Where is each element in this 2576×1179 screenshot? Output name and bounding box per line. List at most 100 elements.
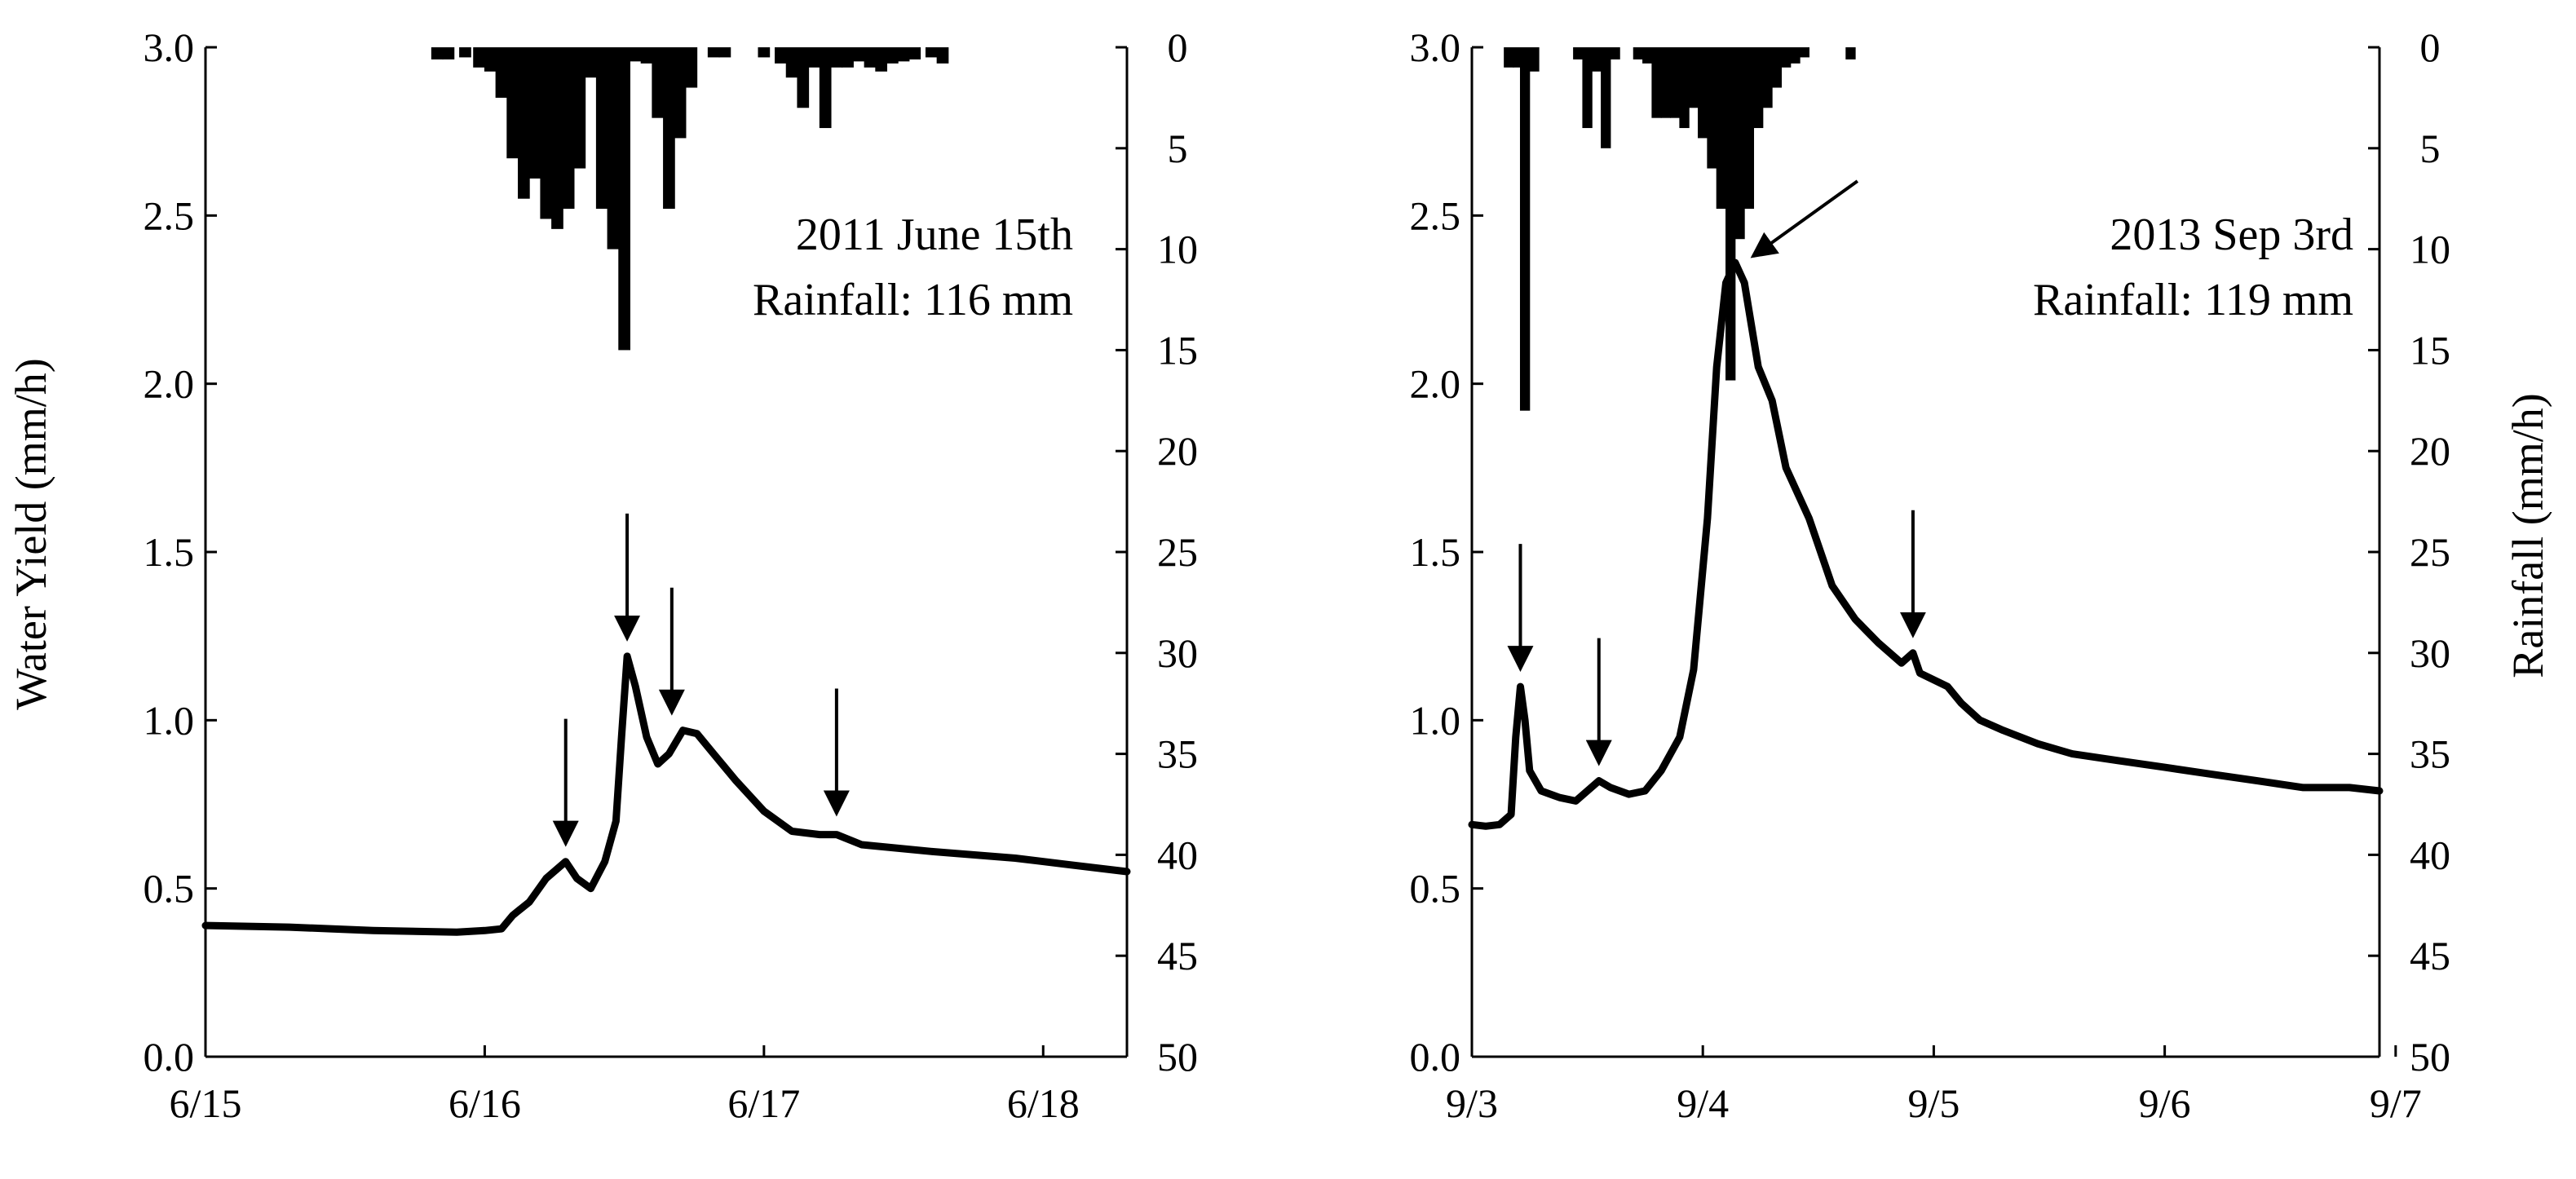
- left-tick-label: 2.0: [1410, 361, 1461, 407]
- rainfall-bar: [1790, 47, 1801, 64]
- right-tick-label: 15: [1157, 327, 1198, 373]
- rainfall-bar: [707, 47, 720, 58]
- rainfall-bar: [506, 47, 519, 159]
- left-tick-label: 0.0: [144, 1034, 195, 1080]
- right-tick-label: 5: [1168, 126, 1188, 171]
- rainfall-bar: [1633, 47, 1644, 60]
- rainfall-bar: [459, 47, 471, 58]
- rainfall-bar: [864, 47, 877, 68]
- rainfall-bar: [1725, 47, 1736, 381]
- left-tick-label: 2.0: [144, 361, 195, 407]
- rainfall-bar: [1707, 47, 1717, 169]
- rainfall-bar: [674, 47, 687, 139]
- right-tick-label: 25: [1157, 529, 1198, 575]
- rainfall-bar: [925, 47, 938, 58]
- rainfall-bar: [1660, 47, 1672, 118]
- x-tick-label: 6/17: [727, 1080, 800, 1126]
- rainfall-bar: [842, 47, 854, 68]
- rainfall-bar: [1688, 47, 1699, 108]
- rainfall-bar: [819, 47, 832, 129]
- rainfall-bar: [1771, 47, 1782, 88]
- event-rainfall-total-label: Rainfall: 116 mm: [753, 275, 1073, 325]
- rainfall-bar: [1610, 47, 1620, 60]
- rainfall-bar: [1743, 47, 1755, 210]
- rainfall-bar: [1845, 47, 1856, 60]
- right-tick-label: 10: [2410, 227, 2450, 272]
- rainfall-bar: [685, 47, 698, 88]
- rainfall-bar: [897, 47, 910, 62]
- rainfall-bar: [1642, 47, 1653, 64]
- rainfall-bar: [1601, 47, 1611, 148]
- right-tick-label: 45: [2410, 933, 2450, 978]
- right-tick-label: 25: [2410, 529, 2450, 575]
- right-tick-label: 10: [1157, 227, 1198, 272]
- left-tick-label: 3.0: [1410, 24, 1461, 70]
- right-tick-label: 50: [1157, 1034, 1198, 1080]
- rainfall-bar: [1573, 47, 1584, 60]
- left-tick-label: 1.0: [144, 697, 195, 743]
- x-tick-label: 6/18: [1007, 1080, 1080, 1126]
- event-date-label: 2011 June 15th: [796, 210, 1073, 260]
- rainfall-bar: [562, 47, 575, 210]
- rainfall-bar: [1582, 47, 1593, 129]
- left-tick-label: 1.5: [144, 529, 195, 575]
- rainfall-bar: [1716, 47, 1727, 210]
- right-tick-label: 40: [1157, 832, 1198, 877]
- x-tick-label: 9/4: [1677, 1080, 1729, 1126]
- right-axis-label: Rainfall (mm/h): [2503, 393, 2552, 678]
- rainfall-bar: [1780, 47, 1792, 68]
- rainfall-bar: [1799, 47, 1809, 58]
- rainfall-bar: [495, 47, 508, 98]
- rainfall-bar: [484, 47, 497, 72]
- left-tick-label: 1.5: [1410, 529, 1461, 575]
- right-tick-label: 20: [2410, 428, 2450, 474]
- rainfall-bar: [1734, 47, 1745, 240]
- rainfall-bar: [886, 47, 899, 64]
- rainfall-bar: [808, 47, 820, 68]
- right-tick-label: 50: [2410, 1034, 2450, 1080]
- chart-panel-june-2011: 0.0 0.5 1.0 1.5 2.0 2.5 3.0 0 5 10 15 20 25 30 35 40 45 5…: [144, 24, 1199, 1126]
- rainfall-bar: [473, 47, 485, 68]
- rainfall-bar: [758, 47, 771, 58]
- rainfall-bar: [1679, 47, 1690, 129]
- rainfall-bar: [573, 47, 586, 169]
- left-axis-label: Water Yield (mm/h): [7, 358, 55, 710]
- right-tick-label: 0: [2420, 24, 2441, 70]
- rainfall-bar: [797, 47, 810, 108]
- rainfall-bar: [618, 47, 630, 351]
- rainfall-bar: [528, 47, 541, 179]
- rainfall-bar: [431, 47, 444, 60]
- left-tick-label: 0.5: [144, 866, 195, 912]
- x-tick-label: 9/5: [1907, 1080, 1960, 1126]
- event-date-label: 2013 Sep 3rd: [2110, 210, 2353, 260]
- rainfall-bar: [551, 47, 563, 229]
- right-tick-label: 30: [2410, 630, 2450, 676]
- rainfall-bar: [908, 47, 921, 60]
- rainfall-bar: [595, 47, 608, 210]
- rainfall-bar: [1504, 47, 1514, 68]
- x-tick-label: 9/3: [1446, 1080, 1498, 1126]
- left-tick-label: 3.0: [144, 24, 195, 70]
- rainfall-bar: [518, 47, 530, 199]
- right-tick-label: 40: [2410, 832, 2450, 877]
- water-yield-line: [201, 652, 1131, 936]
- rainfall-bar: [1519, 47, 1531, 411]
- peak-arrow: [1750, 179, 1859, 258]
- x-tick-label: 6/15: [170, 1080, 242, 1126]
- x-tick-label: 9/7: [2370, 1080, 2422, 1126]
- rainfall-bar: [442, 47, 455, 60]
- rainfall-bar: [585, 47, 597, 78]
- rainfall-bar: [1529, 47, 1540, 72]
- right-tick-label: 35: [1157, 731, 1198, 777]
- right-tick-label: 5: [2420, 126, 2441, 171]
- rainfall-bar: [1591, 47, 1602, 72]
- right-tick-label: 0: [1168, 24, 1188, 70]
- water-yield-line: [1468, 258, 2384, 830]
- x-tick-label: 9/6: [2139, 1080, 2191, 1126]
- rainfall-bar: [1651, 47, 1662, 118]
- rainfall-bar: [785, 47, 798, 78]
- rainfall-bar: [629, 47, 642, 62]
- rainfall-bar: [540, 47, 553, 219]
- right-tick-label: 20: [1157, 428, 1198, 474]
